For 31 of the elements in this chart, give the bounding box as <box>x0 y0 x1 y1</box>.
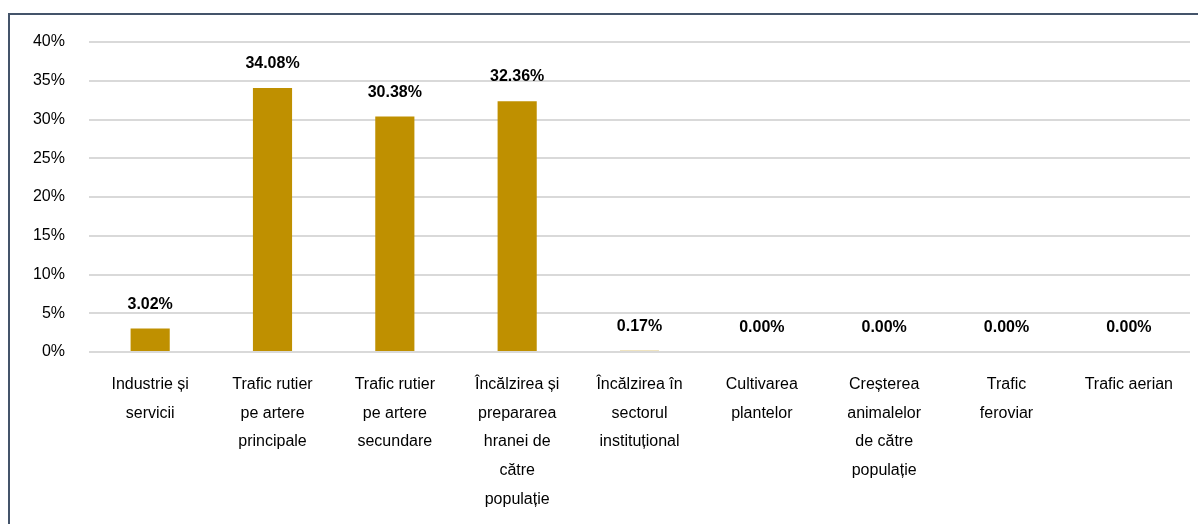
x-tick-label: Cultivarea plantelor <box>725 374 798 421</box>
x-tick-label: Trafic rutier pe artere principale <box>232 374 314 450</box>
data-label: 34.08% <box>245 53 300 71</box>
data-label: 0.00% <box>861 318 907 335</box>
x-tick-label: Trafic feroviar <box>979 374 1034 421</box>
data-label: 0.17% <box>616 316 663 334</box>
bar <box>497 101 537 351</box>
x-tick-label: Creșterea animalelor de către populație <box>847 374 922 479</box>
x-tick-label: Încălzirea și prepararea hranei de către populație <box>473 373 560 508</box>
data-label: 3.02% <box>127 294 173 312</box>
bar <box>130 328 170 351</box>
x-tick-label: Încălzirea în sectorul instituțional <box>595 373 683 450</box>
y-tick-label: 30% <box>32 109 65 127</box>
y-tick-label: 15% <box>32 226 65 244</box>
y-tick-label: 10% <box>32 264 65 282</box>
data-label: 0.00% <box>1106 318 1152 335</box>
y-tick-label: 35% <box>32 71 65 89</box>
bar <box>375 116 415 351</box>
y-tick-label: 40% <box>32 32 65 50</box>
y-tick-label: 5% <box>41 303 65 321</box>
y-tick-label: 20% <box>32 187 65 205</box>
x-tick-label: Trafic rutier pe artere secundare <box>354 374 436 450</box>
x-tick-label: Trafic aerian <box>1084 374 1173 392</box>
data-label: 32.36% <box>490 67 545 85</box>
data-label: 0.00% <box>983 318 1030 335</box>
data-label: 0.00% <box>739 318 785 335</box>
y-tick-label: 25% <box>32 148 65 166</box>
y-tick-label: 0% <box>41 342 65 360</box>
bar <box>252 87 293 351</box>
data-label: 30.38% <box>367 82 422 100</box>
x-tick-label: Industrie și servicii <box>111 374 189 421</box>
